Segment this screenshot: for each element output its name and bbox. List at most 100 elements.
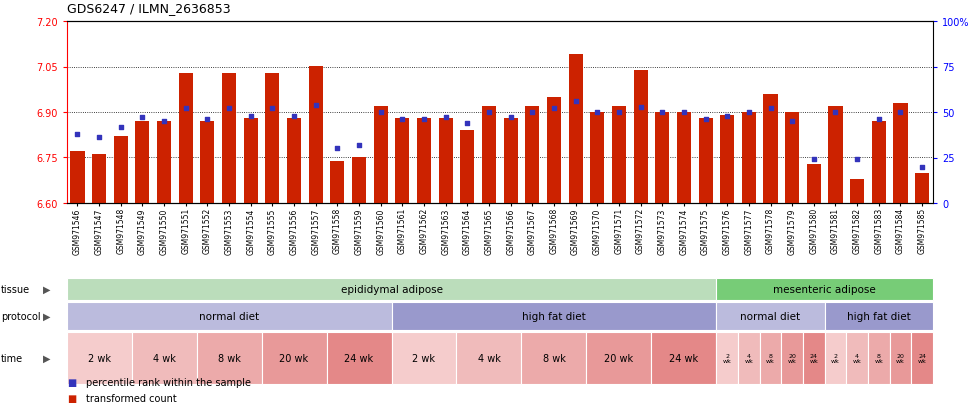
Point [481, 109, 497, 116]
Point [265, 106, 280, 112]
Text: 8
wk: 8 wk [766, 353, 775, 363]
Point [871, 117, 887, 123]
Text: 4
wk: 4 wk [745, 353, 754, 363]
Bar [135, 122, 150, 204]
Bar [330, 161, 344, 204]
Bar [439, 119, 453, 204]
Bar [807, 164, 821, 204]
Text: high fat diet: high fat diet [522, 311, 586, 321]
Text: GDS6247 / ILMN_2636853: GDS6247 / ILMN_2636853 [67, 2, 230, 15]
Bar [262, 332, 326, 384]
Bar [391, 332, 457, 384]
Text: tissue: tissue [1, 284, 30, 294]
Bar [461, 131, 474, 204]
Point [524, 109, 540, 116]
Point [91, 135, 107, 141]
Text: 4 wk: 4 wk [477, 353, 501, 363]
Text: 20 wk: 20 wk [605, 353, 633, 363]
Text: epididymal adipose: epididymal adipose [340, 284, 443, 294]
Text: protocol: protocol [1, 311, 40, 321]
Bar [763, 95, 777, 204]
Point [372, 109, 388, 116]
Point [676, 109, 692, 116]
Point [178, 106, 194, 112]
Text: 8 wk: 8 wk [543, 353, 565, 363]
Bar [71, 152, 84, 204]
Point [655, 109, 670, 116]
Bar [395, 119, 410, 204]
Bar [67, 332, 131, 384]
Bar [178, 74, 193, 204]
Text: ■: ■ [67, 377, 75, 387]
Bar [890, 332, 911, 384]
Bar [416, 119, 431, 204]
Bar [197, 332, 262, 384]
Point [503, 115, 518, 121]
Bar [525, 107, 539, 204]
Bar [742, 113, 756, 204]
Text: 8 wk: 8 wk [218, 353, 240, 363]
Point [438, 115, 454, 121]
Text: high fat diet: high fat diet [847, 311, 910, 321]
Text: 24
wk: 24 wk [809, 353, 818, 363]
Bar [699, 119, 712, 204]
Bar [266, 74, 279, 204]
Text: ▶: ▶ [43, 353, 51, 363]
Text: ■: ■ [67, 394, 75, 404]
Bar [868, 332, 890, 384]
Text: percentile rank within the sample: percentile rank within the sample [86, 377, 251, 387]
Bar [677, 113, 691, 204]
Bar [457, 332, 521, 384]
Bar [568, 55, 583, 204]
Bar [244, 119, 258, 204]
Point [200, 117, 216, 123]
Text: ▶: ▶ [43, 311, 51, 321]
Bar [504, 119, 517, 204]
Point [546, 106, 562, 112]
Point [351, 142, 367, 149]
Point [914, 164, 930, 171]
Bar [824, 332, 847, 384]
Bar [586, 332, 652, 384]
Bar [716, 278, 933, 300]
Text: 2
wk: 2 wk [831, 353, 840, 363]
Text: 20
wk: 20 wk [896, 353, 905, 363]
Bar [633, 70, 648, 204]
Bar [200, 122, 215, 204]
Point [221, 106, 237, 112]
Point [850, 157, 865, 163]
Point [612, 109, 627, 116]
Point [893, 109, 908, 116]
Text: 24 wk: 24 wk [344, 353, 373, 363]
Bar [590, 113, 605, 204]
Bar [521, 332, 586, 384]
Point [741, 109, 757, 116]
Bar [894, 104, 907, 204]
Point [416, 117, 432, 123]
Point [460, 120, 475, 127]
Point [828, 109, 844, 116]
Bar [612, 107, 626, 204]
Text: 4
wk: 4 wk [853, 353, 861, 363]
Bar [482, 107, 496, 204]
Bar [547, 97, 561, 204]
Text: 2
wk: 2 wk [723, 353, 732, 363]
Bar [911, 332, 933, 384]
Bar [287, 119, 301, 204]
Text: transformed count: transformed count [86, 394, 177, 404]
Bar [785, 113, 800, 204]
Bar [915, 173, 929, 204]
Bar [803, 332, 824, 384]
Bar [656, 113, 669, 204]
Bar [828, 107, 843, 204]
Bar [847, 332, 868, 384]
Text: 24 wk: 24 wk [669, 353, 699, 363]
Point [567, 99, 583, 105]
Bar [309, 67, 322, 204]
Text: 8
wk: 8 wk [874, 353, 883, 363]
Bar [781, 332, 803, 384]
Point [243, 113, 259, 120]
Point [395, 117, 411, 123]
Bar [92, 155, 106, 204]
Bar [114, 137, 127, 204]
